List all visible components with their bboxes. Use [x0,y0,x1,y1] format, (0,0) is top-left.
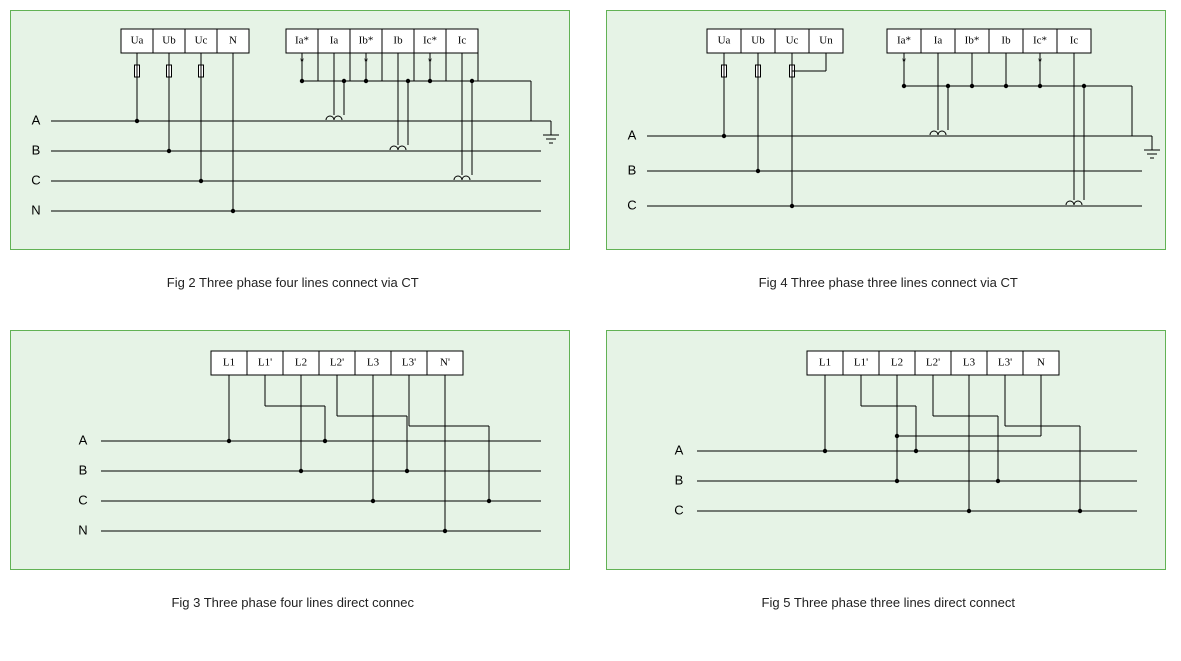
svg-text:A: A [627,127,636,142]
svg-text:N: N [229,35,237,47]
svg-text:N: N [1037,357,1045,369]
svg-text:Uc: Uc [785,35,798,47]
svg-text:C: C [78,492,87,507]
fig5-svg: ABC L1 L1' L2 L2' L3 L3' N [607,331,1167,571]
svg-text:Ib: Ib [393,35,403,47]
svg-text:L1': L1' [853,357,867,369]
svg-text:Ia: Ia [330,35,339,47]
svg-text:Ia*: Ia* [896,35,910,47]
svg-text:N: N [31,202,40,217]
svg-text:L2': L2' [330,357,344,369]
fig2-caption: Fig 2 Three phase four lines connect via… [10,275,576,290]
svg-text:B: B [627,162,636,177]
fig2-panel: ABCNUaUbUcNIa*IaIb*IbIc*Ic*** [10,10,570,250]
fig3-caption: Fig 3 Three phase four lines direct conn… [10,595,576,610]
svg-text:L3': L3' [997,357,1011,369]
svg-text:Ia: Ia [933,35,942,47]
fig3-panel: ABCN L1 L1' L2 L2' L3 L3' N' [10,330,570,570]
svg-text:A: A [32,112,41,127]
svg-text:Ic*: Ic* [423,35,437,47]
fig5-panel: ABC L1 L1' L2 L2' L3 L3' N [606,330,1166,570]
svg-text:N: N [78,522,87,537]
fig2-svg: ABCNUaUbUcNIa*IaIb*IbIc*Ic*** [11,11,571,251]
svg-text:Ua: Ua [717,35,730,47]
svg-text:B: B [674,472,683,487]
fig5-caption: Fig 5 Three phase three lines direct con… [606,595,1172,610]
svg-text:Ia*: Ia* [295,35,309,47]
svg-text:Ib*: Ib* [359,35,374,47]
svg-text:L2: L2 [295,357,307,369]
svg-text:Ib*: Ib* [964,35,979,47]
svg-text:L2': L2' [925,357,939,369]
svg-text:L2: L2 [890,357,902,369]
svg-text:Ib: Ib [1001,35,1011,47]
fig3-svg: ABCN L1 L1' L2 L2' L3 L3' N' [11,331,571,571]
svg-text:L3': L3' [402,357,416,369]
svg-text:A: A [674,442,683,457]
svg-text:L3: L3 [962,357,975,369]
svg-text:Ic: Ic [1069,35,1078,47]
svg-text:L1: L1 [818,357,830,369]
svg-text:B: B [32,142,41,157]
svg-text:C: C [627,197,636,212]
svg-text:L1: L1 [223,357,235,369]
svg-text:Un: Un [819,35,833,47]
fig4-panel: ABCUaUbUcUnIa*IaIb*IbIc*Ic** [606,10,1166,250]
svg-text:L1': L1' [258,357,272,369]
svg-text:A: A [79,432,88,447]
svg-text:Ic: Ic [458,35,467,47]
svg-text:L3: L3 [367,357,380,369]
fig4-svg: ABCUaUbUcUnIa*IaIb*IbIc*Ic** [607,11,1167,251]
svg-text:Ua: Ua [131,35,144,47]
svg-text:Uc: Uc [195,35,208,47]
svg-text:Ub: Ub [162,35,176,47]
svg-text:C: C [674,502,683,517]
svg-text:N': N' [440,357,450,369]
fig4-caption: Fig 4 Three phase three lines connect vi… [606,275,1172,290]
svg-text:Ub: Ub [751,35,765,47]
svg-text:B: B [79,462,88,477]
svg-text:Ic*: Ic* [1032,35,1046,47]
svg-text:C: C [31,172,40,187]
